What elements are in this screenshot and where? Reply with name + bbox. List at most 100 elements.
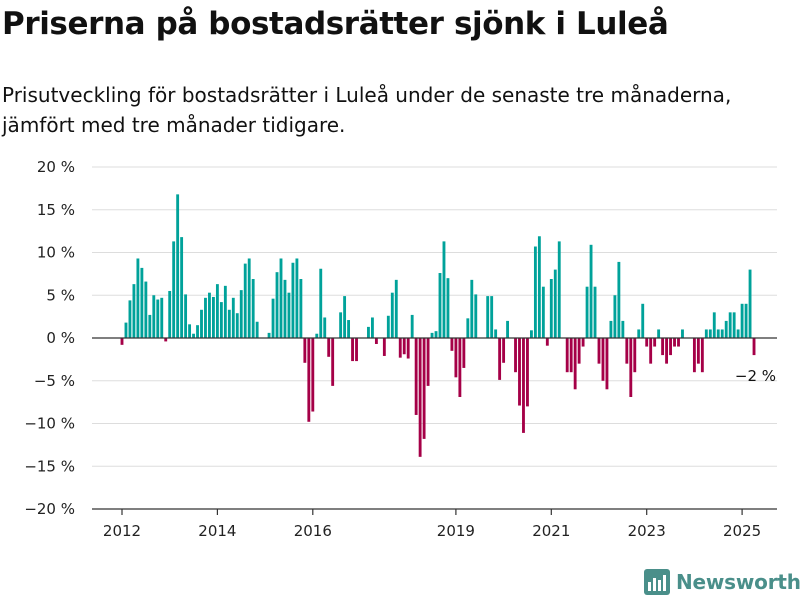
bar (446, 278, 450, 338)
bar (597, 338, 601, 364)
bar (673, 338, 676, 347)
y-tick-label: −15 % (24, 457, 75, 475)
bar (355, 338, 358, 362)
bar (402, 338, 406, 355)
bar (307, 338, 311, 422)
bar (518, 338, 521, 406)
bar (490, 296, 494, 338)
bar (649, 338, 653, 364)
bar (370, 317, 374, 338)
bar (311, 338, 315, 412)
bars (120, 194, 756, 457)
bar (279, 258, 283, 338)
bar (315, 333, 319, 338)
bar (168, 290, 172, 338)
bar (247, 258, 251, 338)
bar (589, 244, 593, 338)
bar (347, 320, 351, 338)
bar (565, 338, 569, 373)
bar (148, 314, 152, 338)
bar (645, 338, 649, 347)
bar (704, 329, 708, 338)
annotations: −2 % (735, 367, 776, 385)
bar (160, 297, 164, 338)
x-tick-label: 2016 (294, 522, 332, 540)
bar (331, 338, 335, 386)
bar (200, 309, 203, 338)
newsworthy-logo: Newsworthy (644, 569, 800, 595)
bar (434, 331, 438, 338)
bar (498, 338, 502, 380)
bar (267, 332, 271, 338)
bar (251, 279, 255, 338)
bar (239, 290, 243, 338)
bar (537, 236, 541, 338)
bar (736, 329, 740, 338)
bar (156, 299, 160, 338)
bar (474, 294, 478, 338)
bar (192, 333, 195, 338)
bar (569, 338, 573, 373)
y-tick-label: 0 % (46, 329, 75, 347)
x-tick-label: 2023 (628, 522, 666, 540)
bar (208, 292, 211, 338)
bar (271, 298, 275, 338)
bar (577, 338, 581, 364)
bar (653, 338, 657, 347)
y-tick-label: −10 % (24, 415, 75, 433)
bar (287, 292, 291, 338)
bar (522, 338, 525, 433)
bar (744, 303, 748, 338)
bar (720, 329, 724, 338)
bar (430, 332, 434, 338)
bar (319, 268, 323, 338)
bar (227, 309, 231, 338)
bar (327, 338, 331, 357)
bar (343, 296, 347, 338)
bar (601, 338, 605, 381)
bar (454, 338, 458, 378)
bar (712, 312, 716, 338)
bar (593, 286, 597, 338)
chart-subtitle: Prisutveckling för bostadsrätter i Luleå… (2, 83, 732, 137)
bar-chart-icon (644, 569, 670, 595)
bar (692, 338, 696, 373)
bar (390, 292, 394, 338)
bar (486, 296, 490, 338)
bar (681, 329, 684, 338)
bar (180, 237, 184, 338)
bar (374, 338, 378, 344)
y-tick-label: 5 % (46, 286, 75, 304)
bar (585, 286, 589, 338)
bar (748, 269, 752, 338)
bar (394, 279, 398, 338)
bar (382, 338, 386, 356)
bar (466, 318, 470, 338)
bar (637, 329, 641, 338)
bar (283, 279, 287, 338)
bar (573, 338, 577, 390)
bar (414, 338, 418, 415)
bar (716, 329, 720, 338)
brand-name: Newsworthy (676, 570, 800, 594)
bar (669, 338, 672, 356)
bar (410, 314, 414, 338)
bar (728, 312, 732, 338)
bar (545, 338, 549, 346)
bar (231, 297, 235, 338)
bar (462, 338, 466, 368)
bar (502, 338, 506, 363)
bar (621, 320, 625, 338)
bar (235, 313, 239, 338)
bar (295, 258, 299, 338)
y-tick-label: 10 % (37, 244, 75, 262)
chart-title: Priserna på bostadsrätter sjönk i Luleå (2, 6, 669, 42)
bar (255, 321, 259, 338)
bar (617, 261, 621, 338)
bar (700, 338, 704, 373)
bar (136, 258, 140, 338)
bar (581, 338, 585, 347)
bar (752, 338, 756, 356)
bar (549, 279, 553, 338)
x-tick-label: 2014 (198, 522, 236, 540)
